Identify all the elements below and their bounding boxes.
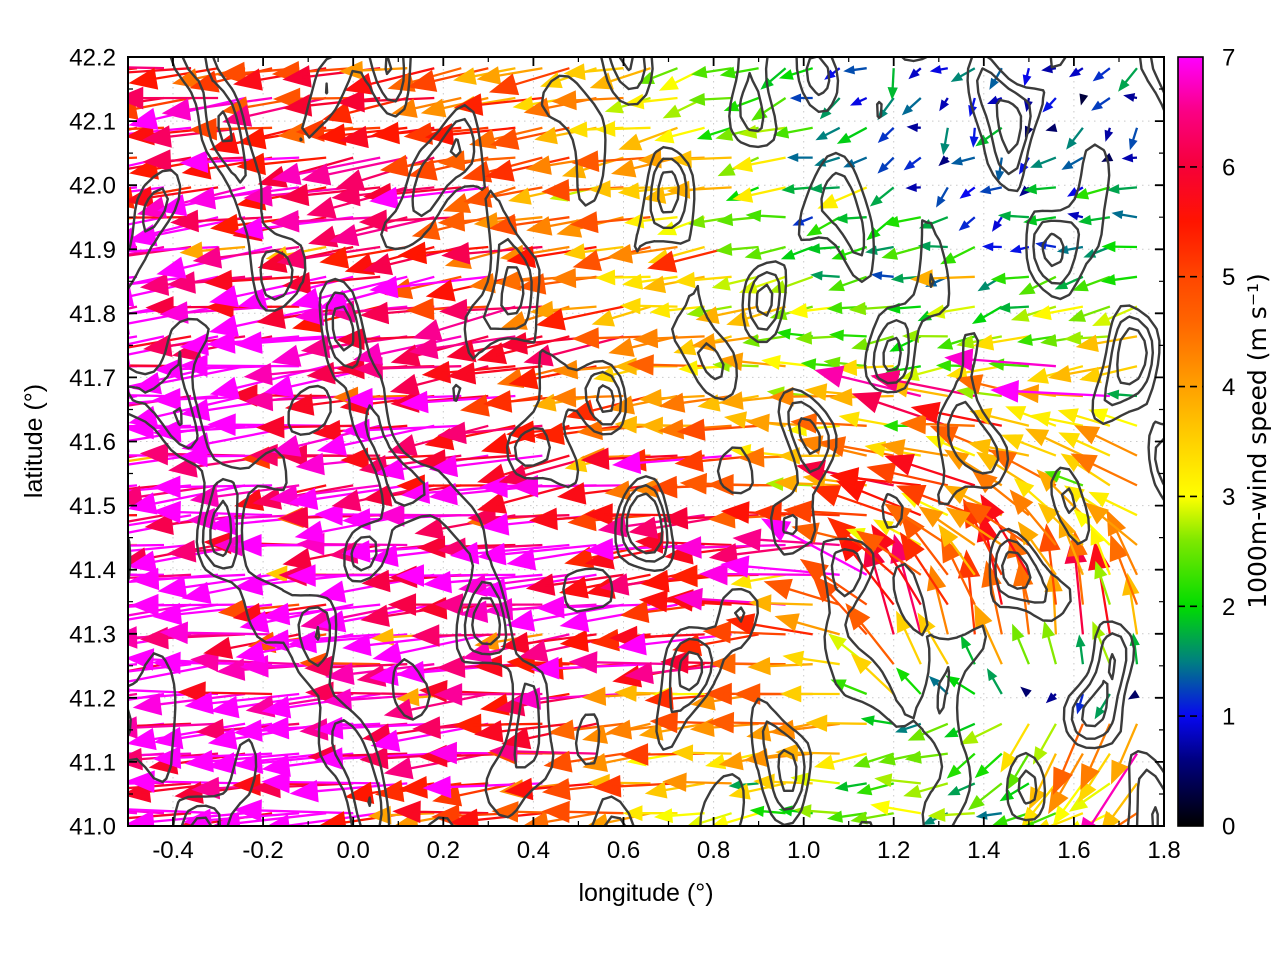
y-tick-label: 42.2 (69, 45, 116, 72)
x-tick-label: 0.6 (607, 837, 640, 864)
y-tick-label: 41.8 (69, 301, 116, 328)
y-tick-label: 42.0 (69, 173, 116, 200)
y-tick-label: 41.4 (69, 557, 116, 584)
x-axis-title: longitude (°) (578, 879, 713, 907)
colorbar: 0 1 2 3 4 5 6 7 (1177, 45, 1235, 841)
colorbar-tick-label: 5 (1222, 264, 1235, 291)
y-tick-label: 41.5 (69, 493, 116, 520)
colorbar-tick-label: 4 (1222, 374, 1235, 401)
axis-ticks (127, 56, 1165, 827)
x-tick-label: 0.2 (427, 837, 460, 864)
y-tick-label: 41.2 (69, 685, 116, 712)
colorbar-tick-label: 2 (1222, 594, 1235, 621)
colorbar-tick-label: 6 (1222, 154, 1235, 181)
colorbar-tick-label: 7 (1222, 45, 1235, 72)
x-tick-label: 1.4 (967, 837, 1000, 864)
y-tick-label: 41.6 (69, 429, 116, 456)
axis-tick-labels: -0.4 -0.2 0.0 0.2 0.4 0.6 0.8 1.0 1.2 1.4 1.6 1.8 41… (69, 45, 1180, 865)
x-tick-label: -0.4 (152, 837, 193, 864)
x-tick-label: -0.2 (242, 837, 283, 864)
x-tick-label: 1.6 (1057, 837, 1090, 864)
y-tick-label: 41.0 (69, 814, 116, 841)
colorbar-tick-label: 1 (1222, 704, 1235, 731)
colorbar-gradient (1178, 57, 1203, 826)
x-tick-label: 1.8 (1147, 837, 1180, 864)
colorbar-tick-label: 0 (1222, 814, 1235, 841)
x-tick-label: 0.8 (697, 837, 730, 864)
y-tick-label: 41.3 (69, 621, 116, 648)
colorbar-title: 1000m-wind speed (m s⁻¹) (1243, 273, 1272, 609)
terrain-contours (128, 57, 1164, 826)
y-tick-label: 41.1 (69, 749, 116, 776)
y-axis-title: latitude (°) (20, 384, 48, 498)
colorbar-tick-label: 3 (1222, 484, 1235, 511)
y-tick-label: 41.9 (69, 237, 116, 264)
y-tick-label: 41.7 (69, 365, 116, 392)
x-tick-label: 0.0 (337, 837, 370, 864)
x-tick-label: 1.0 (787, 837, 820, 864)
x-tick-label: 1.2 (877, 837, 910, 864)
y-tick-label: 42.1 (69, 109, 116, 136)
x-tick-label: 0.4 (517, 837, 550, 864)
